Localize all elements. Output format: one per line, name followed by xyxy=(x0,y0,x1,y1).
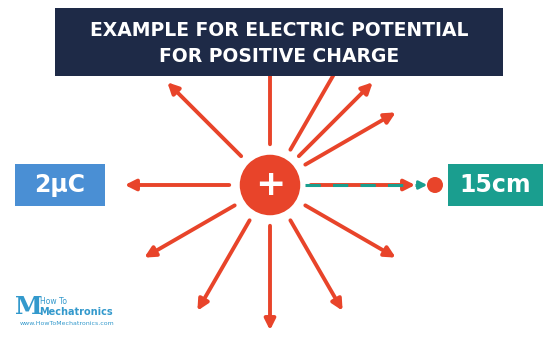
Text: FOR POSITIVE CHARGE: FOR POSITIVE CHARGE xyxy=(159,47,399,66)
FancyBboxPatch shape xyxy=(15,164,105,206)
Text: 15cm: 15cm xyxy=(459,173,531,197)
Text: M: M xyxy=(15,295,43,319)
Circle shape xyxy=(238,153,302,217)
FancyBboxPatch shape xyxy=(447,164,543,206)
Text: www.HowToMechatronics.com: www.HowToMechatronics.com xyxy=(20,321,115,326)
FancyBboxPatch shape xyxy=(55,8,503,76)
Text: +: + xyxy=(255,168,285,202)
Text: EXAMPLE FOR ELECTRIC POTENTIAL: EXAMPLE FOR ELECTRIC POTENTIAL xyxy=(90,21,468,40)
Circle shape xyxy=(427,177,443,193)
Text: 2μC: 2μC xyxy=(35,173,86,197)
Text: Mechatronics: Mechatronics xyxy=(39,307,113,317)
Text: How To: How To xyxy=(40,297,67,306)
